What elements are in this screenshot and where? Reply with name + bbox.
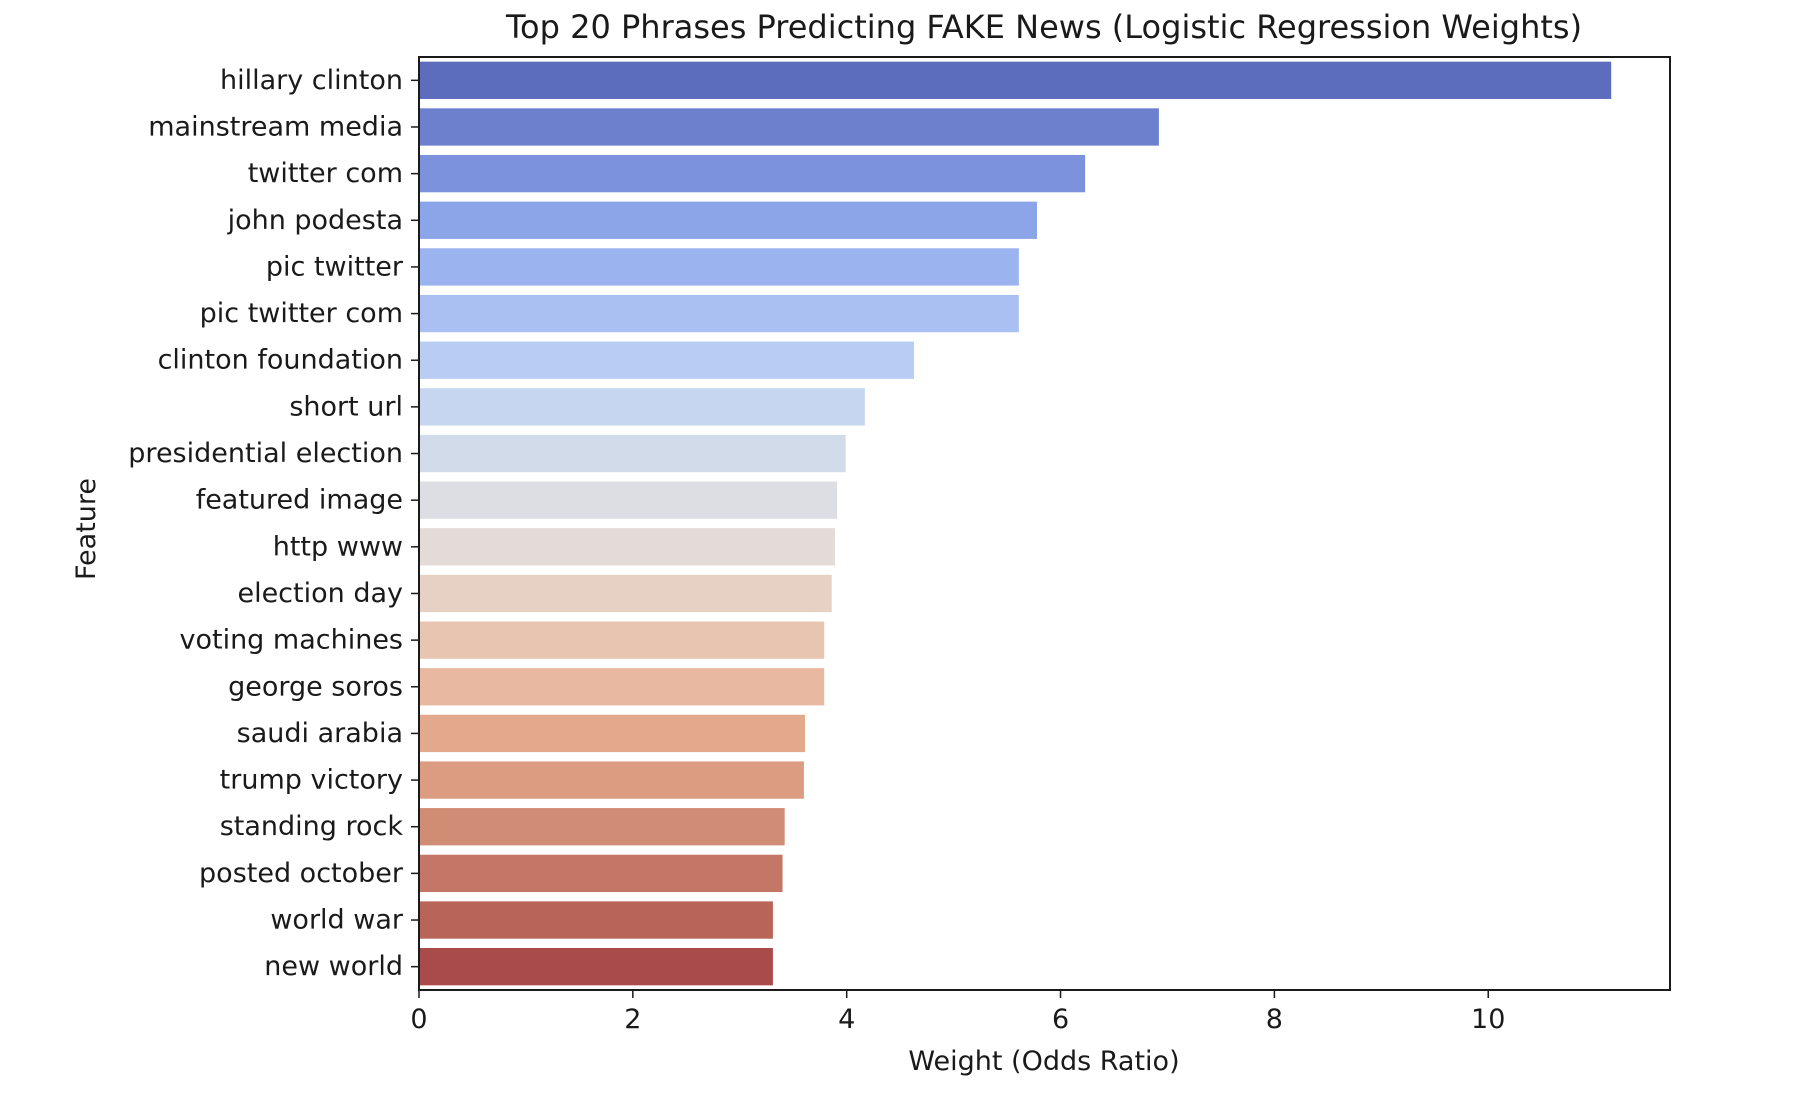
bar	[419, 574, 832, 613]
y-axis-ticks: hillary clinton mainstream media twitter c…	[128, 65, 419, 982]
x-tick-label: 10	[1471, 1004, 1505, 1035]
y-tick-label: posted october	[199, 858, 404, 889]
bar	[419, 621, 825, 659]
y-tick-label: standing rock	[220, 811, 404, 842]
bar	[419, 854, 783, 893]
bar	[419, 761, 804, 799]
bar	[419, 388, 865, 426]
bar	[419, 61, 1612, 99]
y-tick-label: election day	[237, 578, 403, 609]
bar	[419, 528, 835, 566]
y-tick-label: twitter com	[248, 158, 403, 189]
x-axis-ticks: 0 2 4 6 8 10	[410, 990, 1505, 1035]
bar	[419, 154, 1086, 193]
y-tick-label: featured image	[196, 485, 403, 516]
bar	[419, 668, 825, 706]
x-tick-label: 6	[1052, 1004, 1069, 1035]
y-tick-label: voting machines	[179, 625, 403, 656]
y-tick-label: short url	[289, 391, 403, 422]
bar	[419, 201, 1038, 239]
y-tick-label: trump victory	[220, 765, 403, 796]
bar	[419, 714, 805, 753]
bar	[419, 434, 846, 473]
x-axis-label: Weight (Odds Ratio)	[908, 1046, 1179, 1077]
bar	[419, 808, 785, 846]
bar	[419, 108, 1159, 146]
y-tick-label: clinton foundation	[158, 345, 403, 376]
x-tick-label: 4	[838, 1004, 855, 1035]
y-tick-label: george soros	[228, 671, 403, 702]
chart-title: Top 20 Phrases Predicting FAKE News (Log…	[505, 8, 1582, 46]
x-tick-label: 0	[410, 1004, 427, 1035]
y-tick-label: new world	[264, 951, 403, 982]
y-tick-label: john podesta	[227, 205, 403, 236]
bar	[419, 294, 1019, 333]
y-tick-label: pic twitter	[266, 251, 404, 282]
y-tick-label: saudi arabia	[237, 718, 403, 749]
x-tick-label: 8	[1266, 1004, 1283, 1035]
y-tick-label: http www	[273, 531, 403, 562]
bar	[419, 948, 773, 986]
y-tick-label: presidential election	[128, 438, 403, 469]
bar	[419, 481, 838, 519]
y-tick-label: hillary clinton	[220, 65, 403, 96]
bars-layer	[419, 61, 1612, 986]
y-tick-label: mainstream media	[148, 111, 403, 142]
bar	[419, 248, 1019, 286]
y-tick-label: pic twitter com	[200, 298, 403, 329]
bar	[419, 341, 915, 379]
plot-frame	[418, 56, 1671, 991]
x-tick-label: 2	[624, 1004, 641, 1035]
y-tick-label: world war	[270, 905, 404, 936]
y-axis-label: Feature	[71, 478, 102, 580]
bar	[419, 901, 773, 939]
